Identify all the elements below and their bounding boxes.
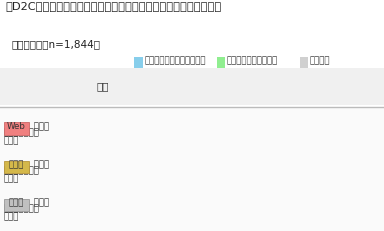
Text: 販売をしている: 販売をしている: [4, 205, 40, 214]
Text: その他: その他: [8, 199, 24, 208]
Text: 事業者: 事業者: [4, 174, 19, 183]
Text: 事業者: 事業者: [4, 213, 19, 222]
Text: 13.7%: 13.7%: [116, 124, 147, 134]
Text: 「D2C」という言葉について、あなたのご認識をお選びください。: 「D2C」という言葉について、あなたのご認識をお選びください。: [6, 1, 222, 11]
Text: 76.2%: 76.2%: [264, 162, 295, 172]
Text: 知らない: 知らない: [310, 57, 330, 66]
Text: 知っていて人に説明できる: 知っていて人に説明できる: [144, 57, 206, 66]
Bar: [132, 151, 177, 183]
Bar: [124, 189, 154, 221]
Text: 事業者: 事業者: [4, 136, 19, 145]
Text: による: による: [31, 161, 49, 170]
Text: 販売をしている: 販売をしている: [4, 167, 40, 176]
Bar: [154, 189, 382, 221]
Text: 総計: 総計: [97, 82, 109, 92]
Text: 84.9%: 84.9%: [253, 200, 283, 210]
Bar: [113, 151, 132, 183]
Text: による: による: [31, 199, 49, 208]
Text: 63.2%: 63.2%: [282, 124, 313, 134]
Bar: [113, 71, 127, 102]
Text: 実店舗: 実店舗: [8, 161, 24, 170]
Text: 11.3%: 11.3%: [123, 200, 154, 210]
Text: なんとなく知っている: なんとなく知っている: [227, 57, 278, 66]
Bar: [212, 112, 382, 145]
Text: 17.0%: 17.0%: [139, 162, 170, 172]
Bar: [113, 112, 150, 145]
Text: 23.1%: 23.1%: [166, 124, 197, 134]
Text: 15.7%: 15.7%: [133, 82, 164, 92]
Text: 5.2%: 5.2%: [108, 82, 132, 92]
Bar: [113, 189, 124, 221]
Text: Web: Web: [7, 122, 26, 131]
Text: 販売をしている: 販売をしている: [4, 128, 40, 137]
Bar: [169, 71, 382, 102]
Text: による: による: [31, 122, 49, 131]
Bar: [177, 151, 382, 183]
Bar: [150, 112, 212, 145]
Bar: [127, 71, 169, 102]
Text: （単一選択、n=1,844）: （単一選択、n=1,844）: [12, 39, 101, 49]
Text: 6.8%: 6.8%: [110, 162, 135, 172]
Text: 79.1%: 79.1%: [260, 82, 291, 92]
